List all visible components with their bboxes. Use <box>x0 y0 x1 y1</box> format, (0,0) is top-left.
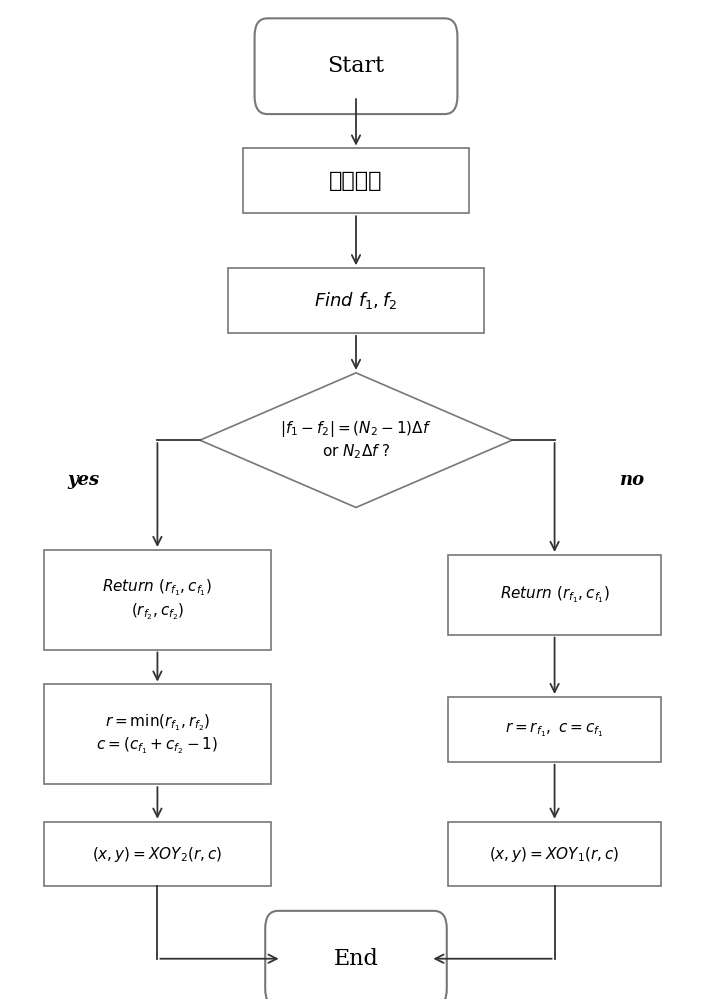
Text: $\mathit{Find}\ f_1, f_2$: $\mathit{Find}\ f_1, f_2$ <box>315 290 397 311</box>
Bar <box>243 148 469 213</box>
FancyBboxPatch shape <box>265 911 447 1000</box>
Text: Start: Start <box>328 55 384 77</box>
Bar <box>448 697 661 762</box>
Text: $r = r_{f_1},\ c = c_{f_1}$: $r = r_{f_1},\ c = c_{f_1}$ <box>506 720 604 739</box>
Text: yes: yes <box>67 471 99 489</box>
Text: $(x, y) = XOY_2(r, c)$: $(x, y) = XOY_2(r, c)$ <box>92 845 223 864</box>
Text: 频率检测: 频率检测 <box>329 171 383 191</box>
Text: $r = \min(r_{f_1}, r_{f_2})$
$c = (c_{f_1} + c_{f_2} - 1)$: $r = \min(r_{f_1}, r_{f_2})$ $c = (c_{f_… <box>96 712 219 756</box>
Bar <box>229 268 483 333</box>
Text: no: no <box>620 471 645 489</box>
Bar <box>44 822 271 886</box>
Text: $|f_1 - f_2| = (N_2 -1)\Delta f$
$\mathrm{or}\ N_2\Delta f\ ?$: $|f_1 - f_2| = (N_2 -1)\Delta f$ $\mathr… <box>281 419 431 461</box>
FancyBboxPatch shape <box>255 18 457 114</box>
Bar <box>448 555 661 635</box>
Text: $\mathit{Return}$ $(r_{f_1}, c_{f_1})$: $\mathit{Return}$ $(r_{f_1}, c_{f_1})$ <box>500 584 609 605</box>
Bar <box>44 550 271 650</box>
Polygon shape <box>200 373 512 507</box>
Text: $\mathit{Return}$ $(r_{f_1}, c_{f_1})$
$(r_{f_2}, c_{f_2})$: $\mathit{Return}$ $(r_{f_1}, c_{f_1})$ $… <box>103 578 212 622</box>
Bar <box>44 684 271 784</box>
Text: $(x, y) = XOY_1(r, c)$: $(x, y) = XOY_1(r, c)$ <box>489 845 620 864</box>
Text: End: End <box>333 948 379 970</box>
Bar <box>448 822 661 886</box>
